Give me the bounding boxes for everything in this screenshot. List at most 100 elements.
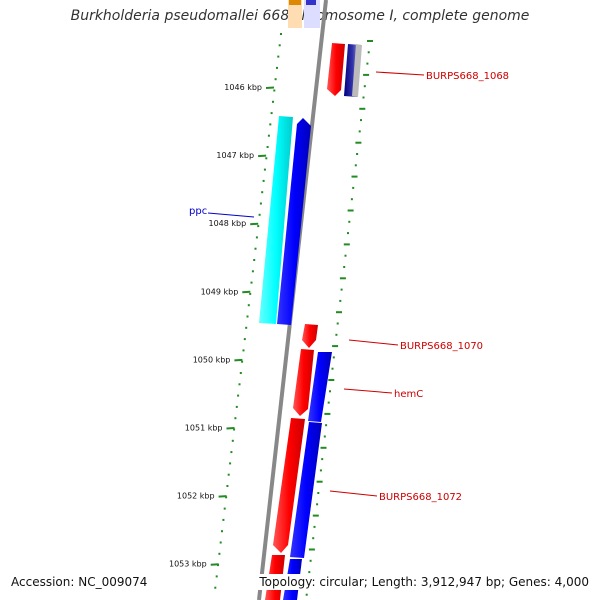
leader-burps668-1068 <box>375 71 425 76</box>
gc-dot <box>233 428 236 431</box>
gc-dot <box>329 390 331 393</box>
accession-text: Accession: NC_009074 <box>9 574 150 590</box>
leader-burps668-1070 <box>348 339 399 346</box>
gc-dot <box>231 439 234 442</box>
gc-dot <box>313 525 316 528</box>
gc-dot <box>253 259 256 261</box>
gc-dot <box>340 288 343 291</box>
gc-dot <box>351 175 358 178</box>
gc-dot <box>251 270 254 273</box>
gc-dot <box>277 55 280 58</box>
feature-partial-orange[interactable] <box>288 0 302 28</box>
gc-dot <box>261 191 264 194</box>
gc-dot <box>227 473 230 476</box>
gc-dot <box>222 518 225 521</box>
gc-dot <box>317 492 320 494</box>
tick-mark <box>218 495 227 498</box>
gene-burps668-1070[interactable] <box>302 324 318 348</box>
gene-ppc-cyan[interactable] <box>259 116 293 324</box>
gc-dot <box>320 446 327 449</box>
gc-dot <box>250 281 253 284</box>
label-burps668-1070[interactable]: BURPS668_1070 <box>400 341 483 352</box>
gc-dot <box>274 78 277 81</box>
gc-dot <box>339 277 346 280</box>
gc-dot <box>219 541 222 544</box>
gc-dot <box>332 345 339 348</box>
gene-ppc-blue[interactable] <box>277 118 311 325</box>
gene-burps668-1068-grey[interactable] <box>352 44 362 97</box>
gene-hemc-blue[interactable] <box>308 352 332 422</box>
feature-partial-lavender[interactable] <box>304 0 320 28</box>
gene-burps668-1072-blue[interactable] <box>290 422 322 558</box>
gc-dot <box>355 141 362 144</box>
tick-label: 1053 kbp <box>169 560 207 569</box>
leader-ppc <box>207 212 255 218</box>
gc-dot <box>328 379 335 381</box>
gene-hemc[interactable] <box>293 349 314 416</box>
gene-burps668-1072-red[interactable] <box>273 418 305 553</box>
gc-dot <box>352 186 355 189</box>
gc-dot <box>230 451 233 454</box>
gc-dot <box>255 236 258 239</box>
gc-dot <box>316 480 323 483</box>
label-burps668-1068[interactable]: BURPS668_1068 <box>426 71 509 82</box>
gc-dot <box>249 292 252 295</box>
tick-mark <box>265 86 275 89</box>
gc-dot <box>276 66 278 69</box>
gc-dot <box>367 40 373 42</box>
gene-burps668-1068-red[interactable] <box>327 43 345 96</box>
gc-dot <box>221 530 223 533</box>
gc-dot <box>327 401 330 404</box>
kbp-ticks: 1046 kbp 1047 kbp 1048 kbp 1049 kbp 1050 kbp… <box>169 83 275 569</box>
gc-dot <box>339 299 342 302</box>
gc-dot <box>305 593 308 596</box>
gc-dot <box>237 394 240 397</box>
gc-dot <box>348 220 351 223</box>
gc-dot <box>324 412 331 415</box>
label-ppc[interactable]: ppc <box>189 206 207 217</box>
gc-dot <box>223 507 226 510</box>
gc-dot <box>269 123 272 126</box>
tick-mark <box>234 358 243 362</box>
gc-dot <box>215 575 218 578</box>
gc-dot <box>267 134 270 137</box>
gc-dot <box>235 405 238 408</box>
gc-dot <box>229 462 232 465</box>
gc-dot <box>258 213 261 216</box>
gc-dot <box>278 44 281 47</box>
gc-dot <box>336 322 339 325</box>
tick-label: 1047 kbp <box>216 151 254 160</box>
tick-label: 1048 kbp <box>208 219 246 228</box>
gc-dot <box>218 552 221 555</box>
gc-dot <box>254 247 257 250</box>
gc-dot <box>347 209 354 212</box>
gc-dot <box>358 130 361 133</box>
tick-mark <box>226 427 235 430</box>
tick-label: 1050 kbp <box>193 355 231 364</box>
gc-dot <box>312 514 319 517</box>
gc-dot <box>309 559 312 562</box>
gc-dot <box>247 304 250 307</box>
gc-dot <box>245 326 248 329</box>
gc-dot <box>347 232 349 235</box>
gc-dot <box>354 164 357 167</box>
gc-dot <box>243 338 246 341</box>
gc-dot <box>266 146 269 148</box>
gc-dot <box>226 485 229 487</box>
feature-partial-blue-edge <box>306 0 316 5</box>
gc-dot <box>272 100 274 103</box>
label-burps668-1072[interactable]: BURPS668_1072 <box>379 492 462 503</box>
gc-dot <box>344 254 347 257</box>
gc-dot <box>336 311 342 314</box>
label-hemc[interactable]: hemC <box>394 389 423 400</box>
gc-dot <box>263 168 266 171</box>
tick-mark <box>242 290 251 294</box>
gc-dot <box>319 469 322 472</box>
gc-dot <box>343 243 350 246</box>
gc-dot <box>214 586 217 589</box>
gc-dot <box>265 157 268 160</box>
gc-dot <box>259 202 262 205</box>
gc-dot <box>332 356 335 359</box>
